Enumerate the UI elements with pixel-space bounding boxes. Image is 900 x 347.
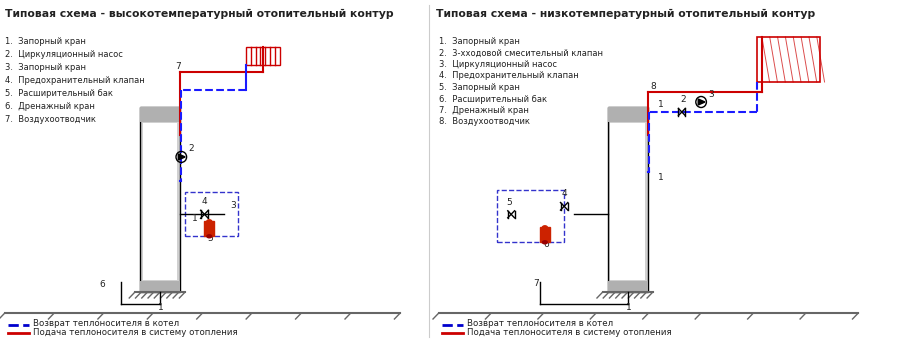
Text: 1: 1 bbox=[158, 303, 164, 312]
Text: 3.  Запорный кран: 3. Запорный кран bbox=[4, 63, 86, 72]
Text: 1: 1 bbox=[658, 173, 663, 182]
Bar bbox=[143, 123, 177, 280]
Polygon shape bbox=[698, 99, 705, 105]
Bar bbox=[608, 107, 648, 122]
Text: Подача теплоносителя в систему отопления: Подача теплоносителя в систему отопления bbox=[32, 328, 238, 337]
Text: 8: 8 bbox=[650, 82, 656, 91]
Bar bbox=[204, 221, 214, 236]
Bar bbox=[497, 190, 564, 242]
Text: 4: 4 bbox=[562, 189, 567, 198]
Text: 2: 2 bbox=[681, 95, 687, 104]
Text: 5: 5 bbox=[507, 198, 512, 207]
Text: 6: 6 bbox=[99, 280, 105, 289]
Text: 7: 7 bbox=[534, 279, 539, 288]
Text: 6.  Расширительный бак: 6. Расширительный бак bbox=[439, 94, 547, 103]
Text: 6: 6 bbox=[543, 240, 549, 249]
Text: 4: 4 bbox=[202, 197, 207, 206]
Text: 3.  Циркуляционный насос: 3. Циркуляционный насос bbox=[439, 60, 557, 69]
Bar bbox=[140, 281, 180, 292]
Text: 8.  Воздухоотводчик: 8. Воздухоотводчик bbox=[439, 118, 530, 127]
Bar bbox=[140, 107, 180, 292]
Text: 4.  Предохранительный клапан: 4. Предохранительный клапан bbox=[439, 71, 579, 81]
Text: Типовая схема - низкотемпературный отопительный контур: Типовая схема - низкотемпературный отопи… bbox=[436, 9, 815, 19]
Polygon shape bbox=[178, 154, 185, 160]
Text: 4.  Предохранительный клапан: 4. Предохранительный клапан bbox=[4, 76, 145, 85]
Text: 3: 3 bbox=[230, 201, 236, 210]
Text: 1: 1 bbox=[658, 100, 663, 109]
Text: 2.  3-хходовой смесительный клапан: 2. 3-хходовой смесительный клапан bbox=[439, 49, 603, 58]
Text: 1.  Запорный кран: 1. Запорный кран bbox=[4, 37, 86, 46]
Bar bbox=[246, 47, 280, 65]
Ellipse shape bbox=[543, 226, 547, 229]
Text: 2: 2 bbox=[188, 144, 194, 153]
Text: 5.  Запорный кран: 5. Запорный кран bbox=[439, 83, 519, 92]
Text: 1: 1 bbox=[192, 214, 198, 223]
Text: 3: 3 bbox=[708, 90, 714, 99]
Text: 1.  Запорный кран: 1. Запорный кран bbox=[439, 37, 519, 46]
Text: 5.  Расширительный бак: 5. Расширительный бак bbox=[4, 89, 112, 98]
Text: Типовая схема - высокотемпературный отопительный контур: Типовая схема - высокотемпературный отоп… bbox=[4, 9, 393, 19]
Text: 6.  Дренажный кран: 6. Дренажный кран bbox=[4, 102, 94, 111]
Text: 2.  Циркуляционный насос: 2. Циркуляционный насос bbox=[4, 50, 122, 59]
Bar bbox=[185, 192, 238, 236]
Text: 7.  Воздухоотводчик: 7. Воздухоотводчик bbox=[4, 115, 95, 124]
Ellipse shape bbox=[207, 235, 211, 238]
Text: 5: 5 bbox=[207, 234, 213, 243]
Bar bbox=[608, 281, 648, 292]
Ellipse shape bbox=[207, 220, 211, 223]
Bar bbox=[140, 107, 180, 122]
Text: Возврат теплоносителя в котел: Возврат теплоносителя в котел bbox=[32, 319, 179, 328]
Text: Подача теплоносителя в систему отопления: Подача теплоносителя в систему отопления bbox=[467, 328, 671, 337]
Ellipse shape bbox=[543, 241, 547, 244]
Bar bbox=[540, 227, 550, 242]
Text: 7.  Дренажный кран: 7. Дренажный кран bbox=[439, 106, 528, 115]
Text: 1: 1 bbox=[626, 303, 632, 312]
Bar bbox=[757, 37, 820, 82]
Text: Возврат теплоносителя в котел: Возврат теплоносителя в котел bbox=[467, 319, 613, 328]
Bar bbox=[608, 107, 648, 292]
Bar bbox=[610, 123, 645, 280]
Text: 7: 7 bbox=[176, 62, 181, 71]
